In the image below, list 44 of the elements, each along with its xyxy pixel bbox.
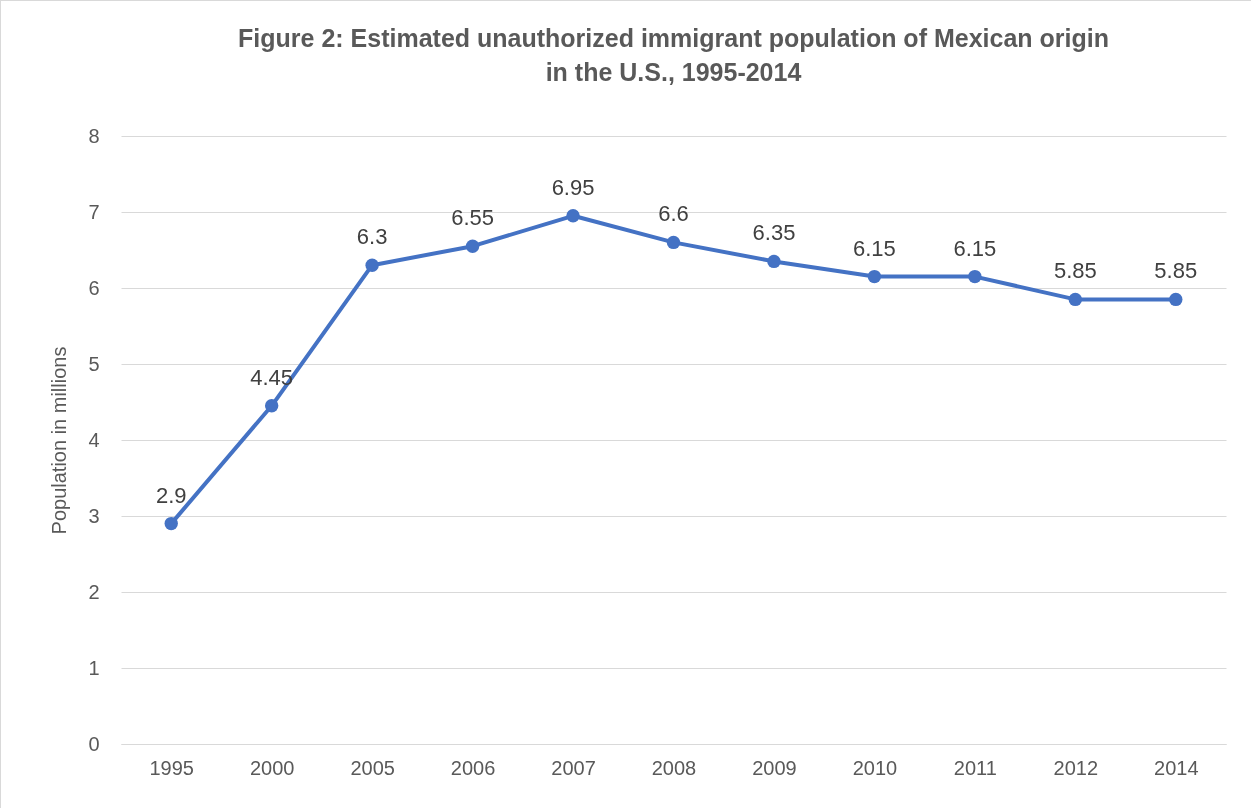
point	[1068, 292, 1083, 307]
point	[666, 235, 681, 250]
data-label: 6.15	[953, 235, 997, 261]
point	[867, 269, 882, 284]
data-label: 6.95	[551, 174, 595, 200]
x-tick-label: 2014	[1154, 756, 1199, 779]
x-tick-label: 2008	[651, 756, 697, 779]
point	[1169, 292, 1183, 307]
y-axis-title: Population in millions	[48, 346, 71, 535]
x-tick-label: 2006	[450, 756, 496, 779]
point	[465, 239, 480, 253]
y-tick-label: 6	[88, 276, 100, 299]
y-tick-label: 5	[88, 352, 100, 375]
y-tick-label: 3	[88, 504, 100, 527]
data-label: 5.85	[1154, 258, 1198, 284]
y-tick-label: 1	[88, 656, 100, 679]
x-tick-label: 2000	[249, 756, 295, 779]
data-label: 6.15	[853, 235, 896, 261]
x-tick-label: 1995	[149, 756, 194, 779]
point	[566, 209, 580, 223]
y-tick-label: 2	[88, 580, 100, 603]
chart-title: Figure 2: Estimated unauthorized immigrant population of Mexican origin in the U.S., 1995-2014	[238, 24, 1109, 86]
data-label: 4.45	[250, 364, 294, 390]
x-tick-label: 2005	[350, 756, 395, 779]
x-tick-label: 2011	[953, 756, 997, 779]
point	[968, 269, 982, 284]
point	[767, 254, 781, 269]
y-tick-label: 8	[88, 124, 100, 147]
point	[264, 399, 279, 413]
data-label: 2.9	[155, 482, 187, 508]
x-tick-label: 2010	[852, 756, 898, 779]
data-label: 6.6	[658, 201, 689, 227]
x-tick-label: 2007	[551, 756, 596, 779]
data-label: 6.3	[356, 224, 388, 250]
point	[365, 258, 379, 272]
x-tick-label: 2009	[752, 756, 797, 779]
x-tick-label: 2012	[1053, 756, 1099, 779]
data-label: 6.35	[752, 220, 796, 246]
y-tick-label: 7	[88, 200, 100, 223]
y-tick-label: 0	[88, 732, 100, 755]
y-tick-label: 4	[88, 428, 100, 451]
point	[164, 516, 178, 531]
data-label: 6.55	[451, 205, 494, 231]
data-label: 5.85	[1053, 258, 1097, 284]
